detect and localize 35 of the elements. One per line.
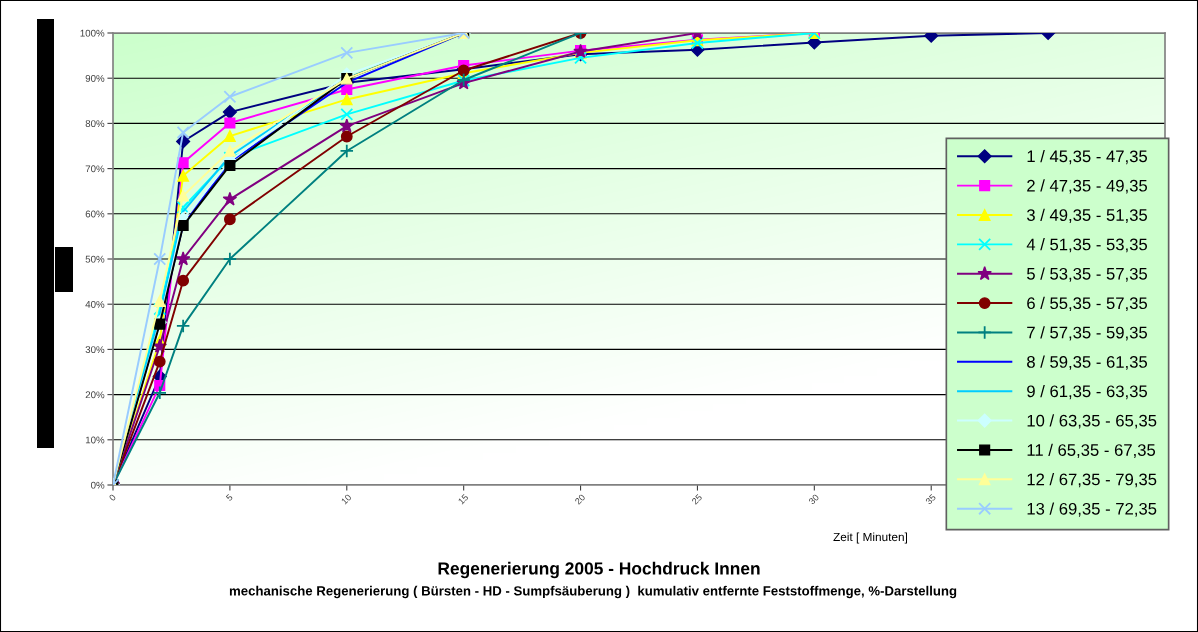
y-tick-label: 0% (90, 481, 105, 489)
legend-label: 11 / 65,35 - 67,35 (1027, 443, 1156, 458)
legend-label: 4 / 51,35 - 53,35 (1026, 238, 1148, 253)
x-tick-label: 15 (457, 493, 469, 505)
y-tick-label: 80% (85, 120, 105, 128)
x-tick-label: 35 (925, 493, 937, 505)
y-tick-label: 40% (85, 300, 105, 308)
legend-label: 9 / 61,35 - 63,35 (1027, 384, 1148, 400)
x-tick-label: 10 (340, 493, 352, 505)
legend-label: 5 / 53,35 - 57,35 (1027, 267, 1148, 282)
y-tick-label: 70% (85, 165, 105, 173)
legend-label: 12 / 67,35 - 79,35 (1027, 473, 1157, 488)
y-tick-label: 10% (85, 436, 105, 444)
legend-label: 1 / 45,35 - 47,35 (1027, 150, 1148, 165)
legend-label: 3 / 49,35 - 51,35 (1026, 208, 1148, 223)
x-tick-label: 25 (691, 493, 703, 505)
legend-label: 2 / 47,35 - 49,35 (1027, 179, 1148, 194)
text: Regenerierung 2005 - Hochdruck Innen (438, 561, 760, 579)
text: mechanische Regenerierung ( Bürsten - HD - Sumpfsäuberung ) kumulativ entfernte Feststoffmenge, %-Darstellung (229, 585, 957, 599)
y-tick-label: 60% (85, 210, 105, 218)
legend-label: 8 / 59,35 - 61,35 (1027, 355, 1148, 370)
y-tick-label: 90% (85, 74, 105, 82)
x-tick-label: 20 (574, 493, 586, 505)
legend-label: 7 / 57,35 - 59,35 (1027, 326, 1148, 341)
y-tick-label: 30% (85, 346, 105, 354)
y-tick-label: 20% (85, 391, 105, 399)
legend-label: 6 / 55,35 - 57,35 (1027, 296, 1148, 312)
x-tick-label: 5 (225, 493, 234, 502)
y-tick-label: 100% (80, 29, 105, 37)
x-axis-title: Zeit [ Minuten] (833, 532, 907, 544)
x-tick-label: 0 (108, 493, 117, 502)
x-tick-label: 30 (808, 493, 820, 505)
y-tick-label: 50% (85, 255, 105, 263)
legend-label: 10 / 63,35 - 65,35 (1027, 414, 1157, 429)
legend-label: 13 / 69,35 - 72,35 (1027, 502, 1157, 517)
